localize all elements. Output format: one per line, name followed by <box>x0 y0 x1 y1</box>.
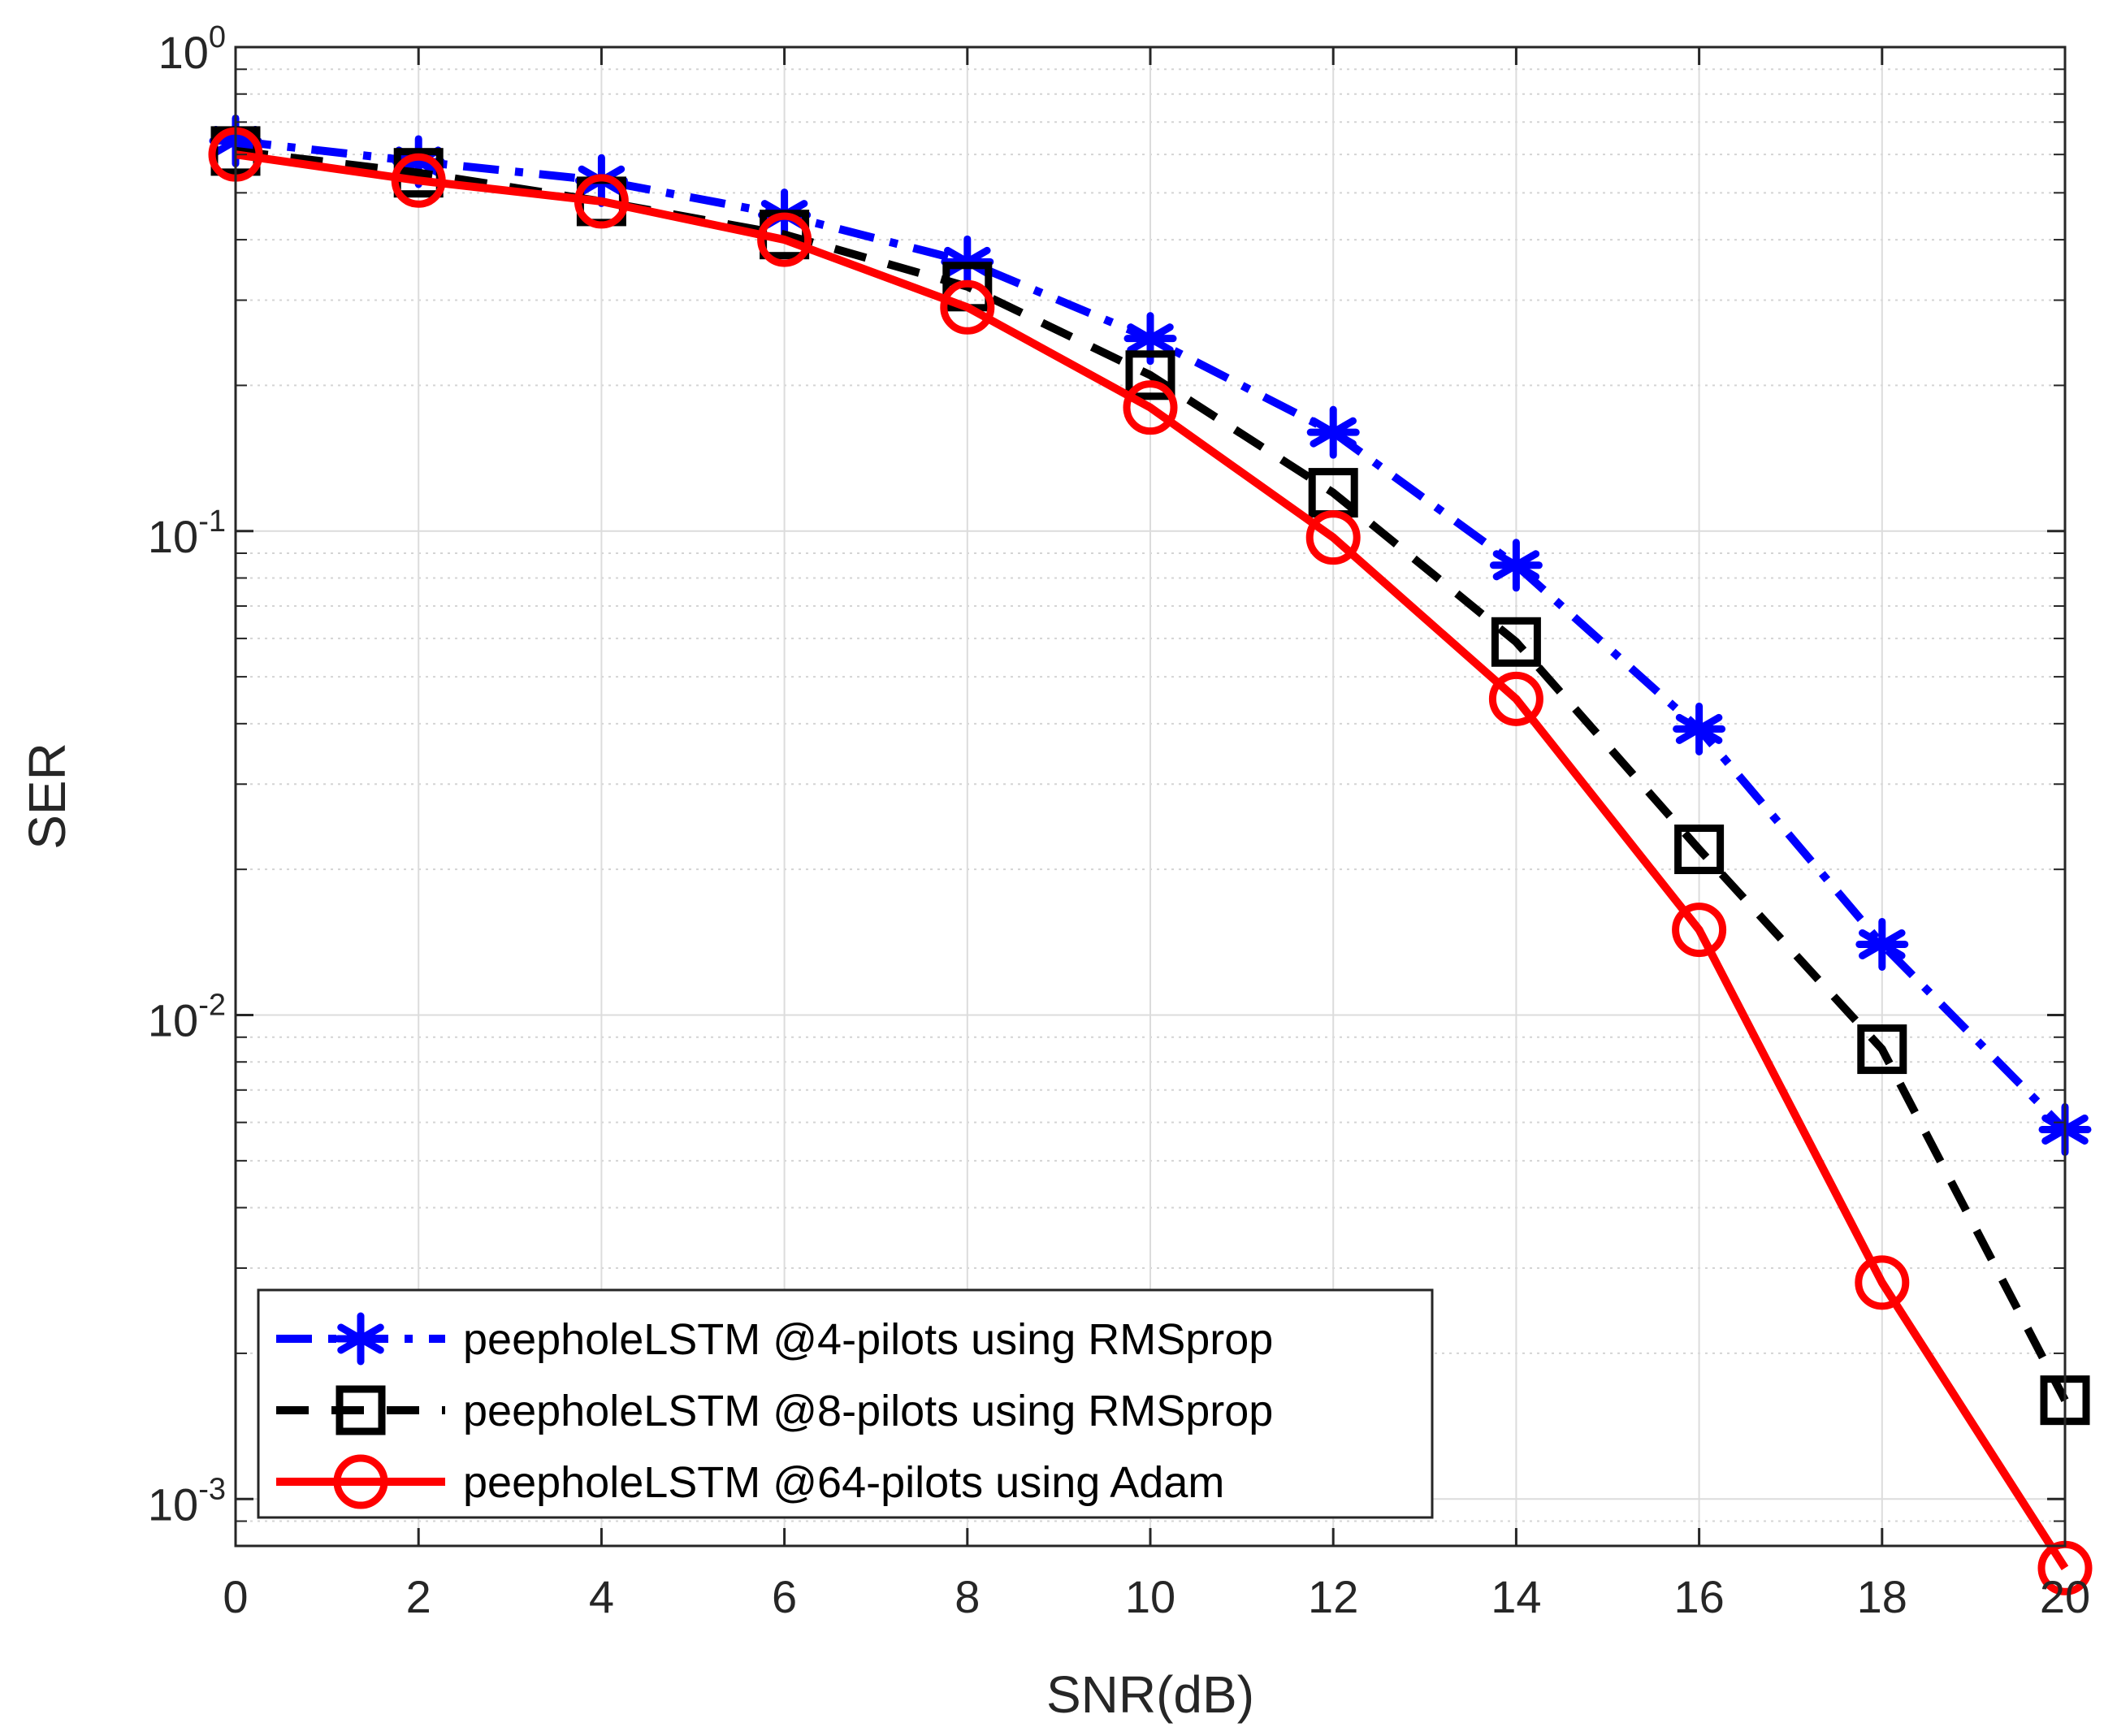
x-tick-label: 20 <box>2040 1571 2090 1622</box>
marker-stroke <box>1127 323 1174 354</box>
x-tick-label: 0 <box>223 1571 248 1622</box>
legend-entry-2: peepholeLSTM @8-pilots using RMSprop <box>276 1385 1273 1435</box>
y-tick-label: 10-1 <box>148 504 226 562</box>
data-point <box>1305 510 1361 565</box>
legend-box <box>257 1288 1434 1519</box>
x-tick-label: 2 <box>406 1571 431 1622</box>
data-point <box>1673 702 1726 755</box>
data-point <box>391 153 446 208</box>
x-tick-label: 8 <box>955 1571 980 1622</box>
x-tick-label: 6 <box>772 1571 797 1622</box>
data-point <box>574 174 629 229</box>
data-point <box>1855 917 1909 971</box>
legend-entry-1: peepholeLSTM @4-pilots using RMSprop <box>276 1312 1273 1366</box>
legend-label: peepholeLSTM @4-pilots using RMSprop <box>463 1315 1273 1364</box>
data-point <box>757 212 812 267</box>
data-point <box>940 279 995 335</box>
legend: peepholeLSTM @4-pilots using RMSprop peep… <box>257 1288 1434 1519</box>
x-axis-title: SNR(dB) <box>1046 1665 1254 1724</box>
x-tick-label: 12 <box>1308 1571 1358 1622</box>
marker-stroke <box>1859 929 1906 959</box>
x-tick-label: 16 <box>1673 1571 1724 1622</box>
series-layer <box>208 114 2093 1595</box>
legend-marker <box>334 1312 387 1366</box>
data-point <box>1123 380 1178 435</box>
data-point <box>1306 405 1360 459</box>
y-tick-label: 100 <box>158 20 226 78</box>
y-tick-labels: 100 10-1 10-2 10-3 <box>148 20 226 1530</box>
x-tick-labels: 0 2 4 6 8 10 12 14 16 18 20 <box>223 1571 2090 1622</box>
x-tick-label: 18 <box>1857 1571 1907 1622</box>
data-point <box>1855 1255 1910 1310</box>
legend-entry-3: peepholeLSTM @64-pilots using Adam <box>276 1454 1224 1509</box>
data-point <box>1674 825 1725 875</box>
legend-label: peepholeLSTM @64-pilots using Adam <box>463 1458 1224 1507</box>
y-tick-label: 10-3 <box>148 1472 226 1530</box>
axis-ticks <box>234 45 2067 1546</box>
legend-label: peepholeLSTM @8-pilots using RMSprop <box>463 1387 1273 1435</box>
data-point <box>1672 903 1727 958</box>
x-tick-label: 10 <box>1125 1571 1175 1622</box>
legend-marker <box>333 1454 388 1509</box>
x-tick-label: 4 <box>589 1571 614 1622</box>
data-point <box>1491 617 1541 667</box>
marker-stroke <box>1492 550 1540 581</box>
data-point <box>1857 1024 1907 1075</box>
x-tick-label: 14 <box>1491 1571 1541 1622</box>
data-point <box>1125 350 1175 400</box>
series-line <box>235 150 2069 1570</box>
y-axis-title: SER <box>18 742 76 850</box>
marker-stroke <box>337 1323 384 1354</box>
data-point <box>1488 671 1543 726</box>
y-tick-label: 10-2 <box>148 989 226 1046</box>
marker-stroke <box>1675 713 1723 744</box>
marker-stroke <box>1310 417 1357 448</box>
data-point <box>1489 539 1543 592</box>
legend-marker <box>336 1385 386 1435</box>
